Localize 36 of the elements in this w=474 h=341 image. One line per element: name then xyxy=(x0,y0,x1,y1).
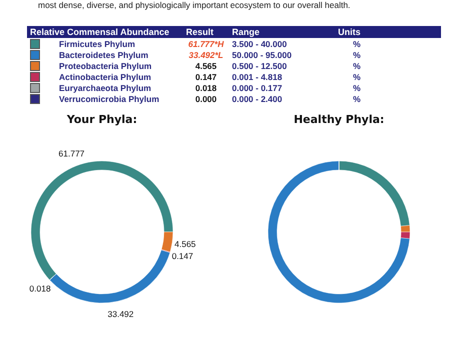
text: 50.000 - 95.000 xyxy=(232,50,292,60)
text: 0.147 xyxy=(195,72,217,82)
data-label: 33.492 xyxy=(108,308,134,319)
text: % xyxy=(353,38,361,48)
category-label: Proteobacteria Phylum xyxy=(58,60,153,71)
text: 0.000 - 0.177 xyxy=(232,82,282,92)
text: % xyxy=(353,60,361,70)
text: 3.500 - 40.000 xyxy=(232,38,287,48)
text: 0.018 xyxy=(195,82,217,92)
text: 0.001 - 4.818 xyxy=(232,72,282,82)
text: Result xyxy=(183,26,229,38)
text: Units xyxy=(335,26,441,38)
text: % xyxy=(353,94,361,104)
category-label: Euryarchaeota Phylum xyxy=(58,82,152,93)
data-label: 4.565 xyxy=(174,238,196,249)
text: 0.000 - 2.400 xyxy=(232,94,282,104)
text: Range xyxy=(229,26,335,38)
text: % xyxy=(353,50,361,60)
category-label: Firmicutes Phylum xyxy=(58,38,136,49)
chart-title: Your Phyla: xyxy=(66,113,138,126)
data-label: 61.777 xyxy=(58,148,85,159)
category-label: Bacteroidetes Phylum xyxy=(58,49,150,60)
text: 33.492*L xyxy=(188,50,224,60)
text: 61.777*H xyxy=(188,38,224,48)
text: Relative Commensal Abundance xyxy=(27,26,183,38)
text: % xyxy=(353,72,361,82)
data-label: 0.147 xyxy=(172,251,194,262)
text: most dense, diverse, and physiologically important ecosystem to our overall health. xyxy=(38,0,350,10)
text: 0.500 - 12.500 xyxy=(232,60,287,70)
text: 0.000 xyxy=(195,94,217,104)
category-label: Actinobacteria Phylum xyxy=(58,71,152,82)
category-label: Verrucomicrobia Phylum xyxy=(58,93,160,104)
text: 4.565 xyxy=(195,60,217,70)
chart-title: Healthy Phyla: xyxy=(294,113,384,126)
text: % xyxy=(353,82,361,92)
data-label: 0.018 xyxy=(29,284,51,294)
